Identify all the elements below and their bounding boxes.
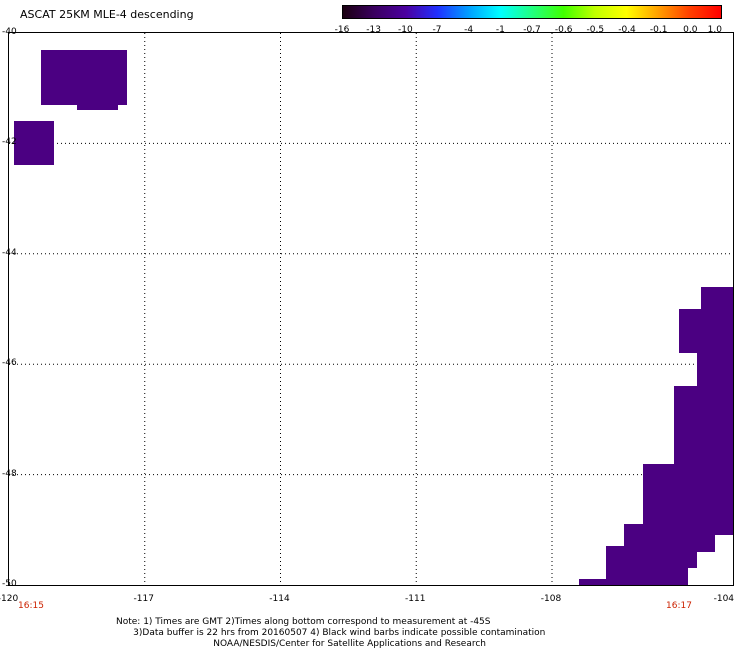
- time-right-label: 16:17: [666, 601, 692, 611]
- colorbar-label: -7: [432, 25, 442, 35]
- data-cell: [13, 121, 55, 166]
- lon-tick-label: -108: [540, 594, 562, 604]
- colorbar-label: -0.7: [523, 25, 541, 35]
- map-plot[interactable]: [8, 32, 734, 586]
- lon-tick-label: -117: [133, 594, 154, 604]
- lat-tick-label: -48: [2, 468, 17, 479]
- colorbar-label: -0.6: [554, 25, 573, 35]
- colorbar-label: -0.4: [618, 25, 636, 35]
- lat-tick-label: -44: [2, 247, 17, 258]
- colorbar-label: -1: [495, 25, 505, 35]
- footnotes: Note: 1) Times are GMT 2)Times along bot…: [116, 617, 545, 650]
- lon-tick-label: -114: [269, 594, 290, 604]
- data-cell: [579, 579, 643, 585]
- time-left-label: 16:15: [18, 601, 44, 611]
- colorbar-label: -16: [334, 25, 350, 35]
- colorbar: [342, 5, 722, 19]
- colorbar-label: -10: [397, 25, 413, 35]
- colorbar-label: 1.0: [707, 25, 722, 35]
- lon-tick-label: -120: [0, 594, 19, 604]
- colorbar-labels: -16 -13 -10 -7 -4 -1 -0.7 -0.6 -0.5 -0.4 -0.1 0.0 1.…: [335, 25, 722, 37]
- data-cell: [606, 546, 675, 585]
- colorbar-label: -0.1: [649, 25, 668, 35]
- lon-tick-label: -104: [713, 594, 735, 604]
- map-title: ASCAT 25KM MLE-4 descending: [20, 8, 194, 21]
- data-cell: [76, 71, 118, 111]
- note-line-1: Note: 1) Times are GMT 2)Times along bot…: [116, 617, 491, 627]
- note-line-3: NOAA/NESDIS/Center for Satellite Applica…: [116, 639, 487, 649]
- colorbar-label: 0.0: [683, 25, 698, 35]
- lat-tick-label: -40: [2, 27, 17, 37]
- lon-tick-label: -111: [405, 594, 426, 604]
- colorbar-gradient: [343, 6, 721, 18]
- colorbar-label: -13: [366, 25, 382, 35]
- gridlines: [9, 33, 733, 585]
- lat-tick-label: -50: [2, 579, 17, 589]
- colorbar-label: -0.5: [586, 25, 605, 35]
- lat-tick-label: -46: [2, 358, 17, 369]
- data-cell: [674, 386, 697, 470]
- note-line-2: 3)Data buffer is 22 hrs from 20160507 4)…: [116, 628, 546, 638]
- lat-tick-label: -42: [2, 137, 17, 148]
- colorbar-label: -4: [464, 25, 474, 35]
